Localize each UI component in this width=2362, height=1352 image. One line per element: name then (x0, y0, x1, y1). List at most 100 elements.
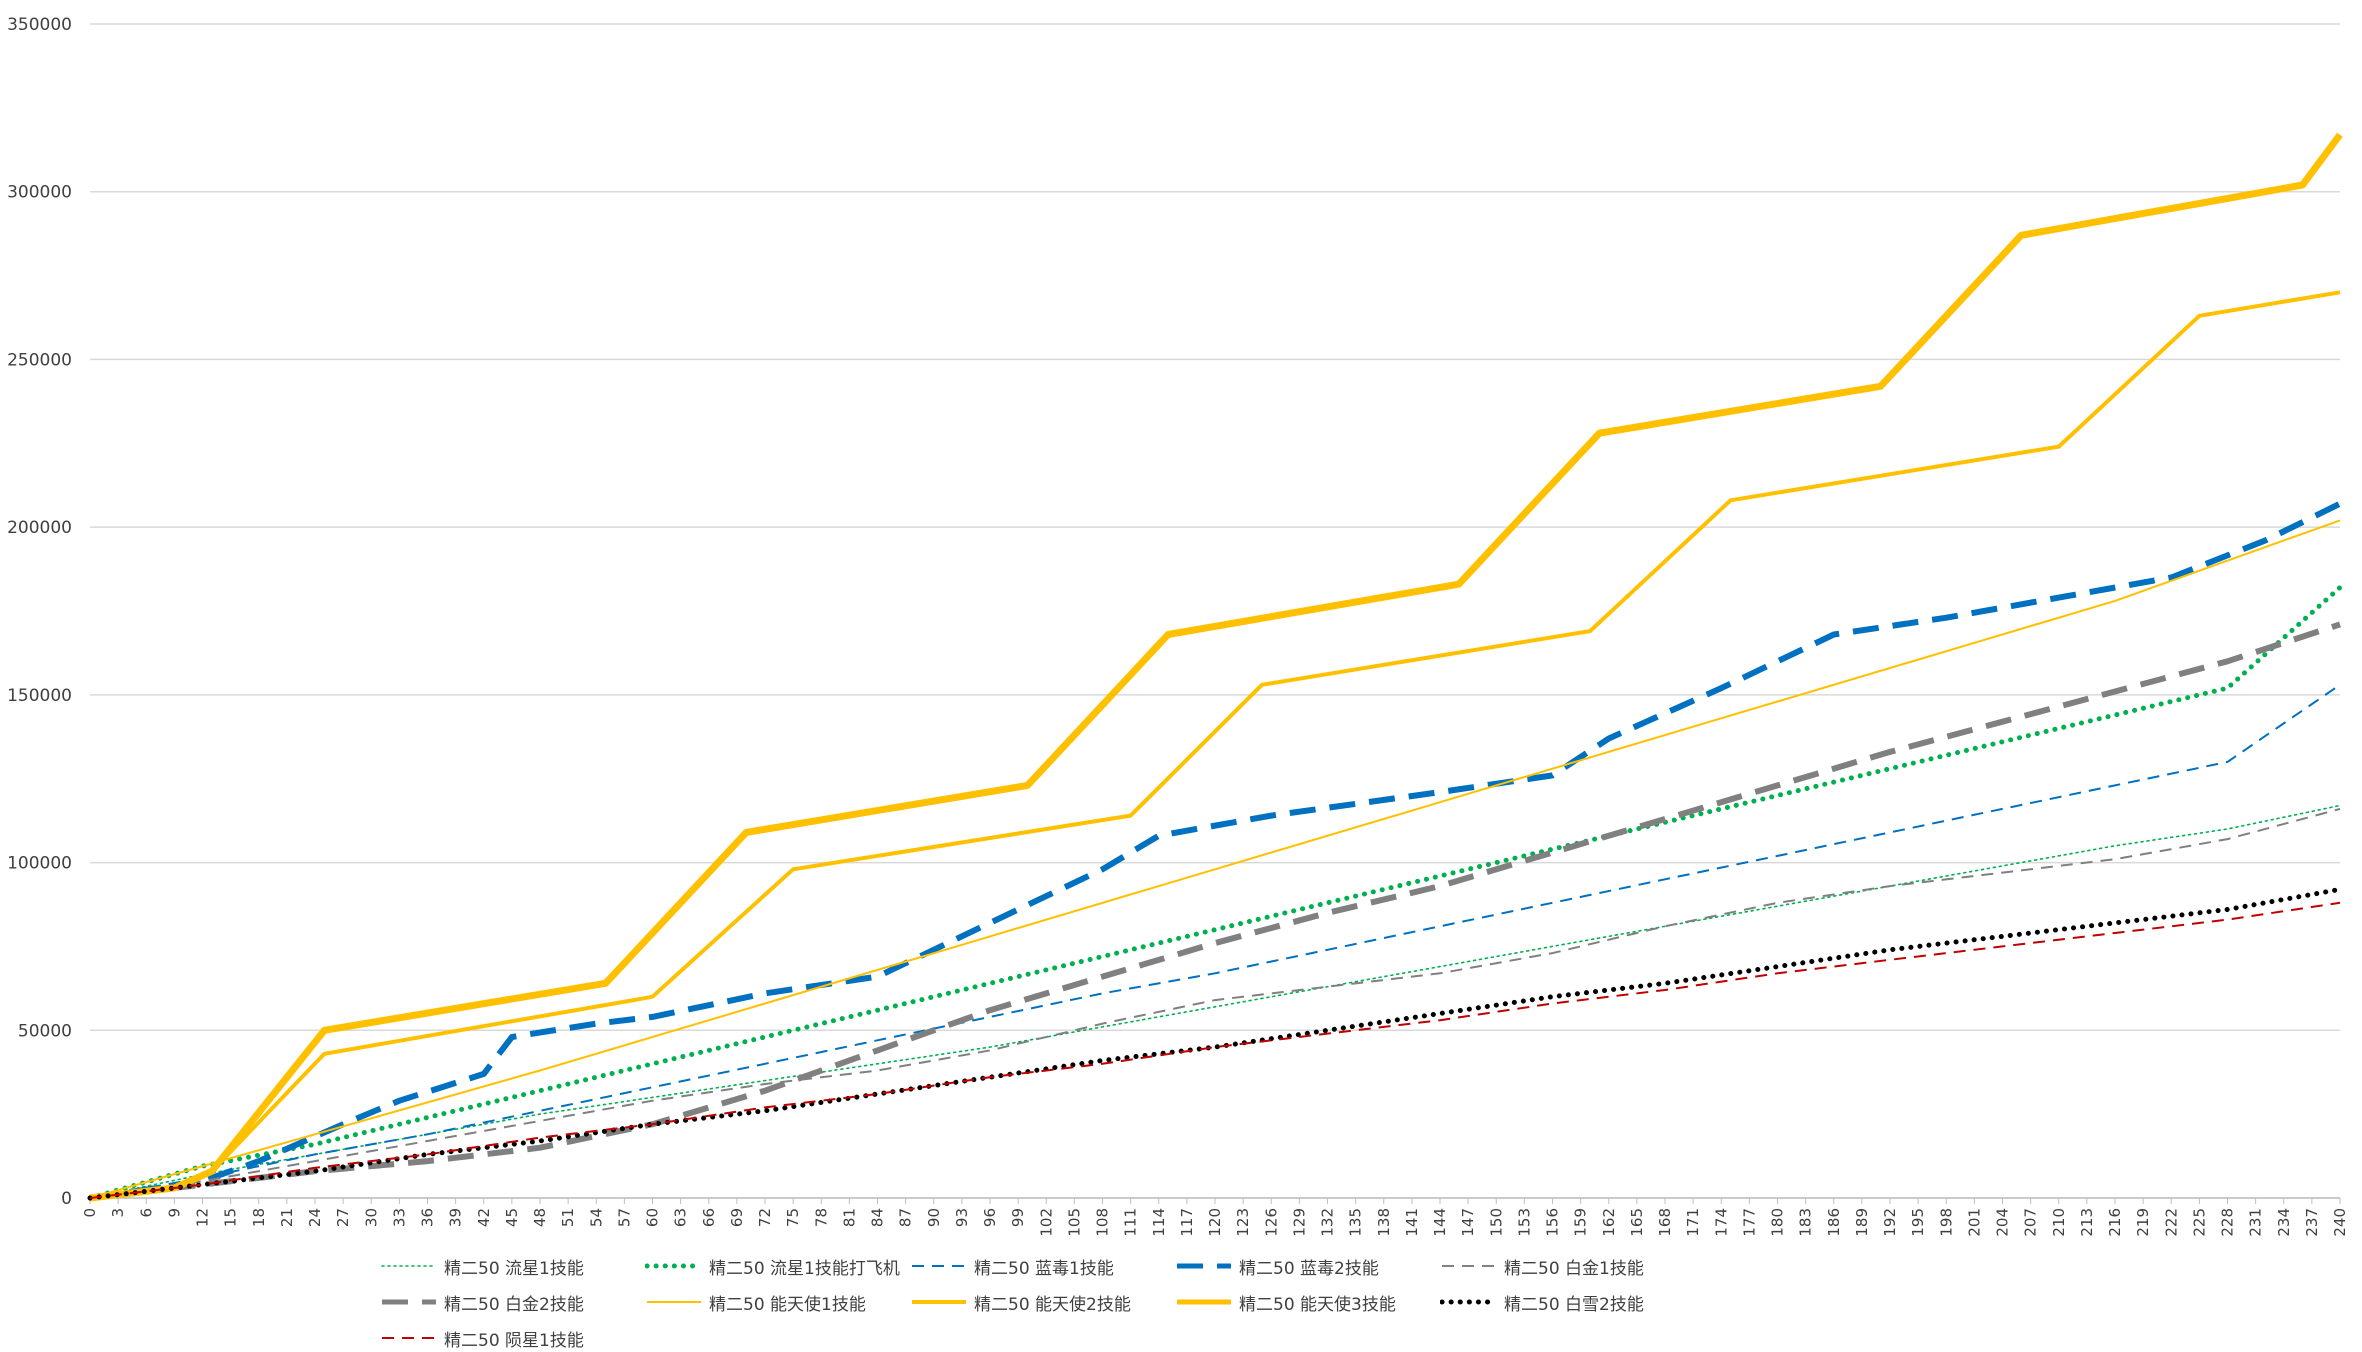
legend-swatch (1440, 1299, 1498, 1305)
series-line-9 (89, 132, 2343, 1202)
x-tick-label: 132 (1319, 1208, 1337, 1237)
legend-swatch (1177, 1263, 1231, 1269)
x-tick-label: 213 (2078, 1208, 2096, 1237)
x-tick-label: 165 (1628, 1208, 1646, 1237)
x-tick-label: 201 (1965, 1208, 1983, 1237)
legend-label: 精二50 白金2技能 (444, 1294, 584, 1315)
legend-item: 精二50 白金2技能 (380, 1288, 584, 1316)
x-tick-label: 21 (278, 1208, 296, 1227)
legend-item: 精二50 能天使2技能 (910, 1288, 1131, 1316)
x-tick-label: 225 (2190, 1208, 2208, 1237)
x-tick-label: 114 (1150, 1208, 1168, 1237)
x-tick-label: 75 (784, 1208, 802, 1227)
x-tick-label: 168 (1656, 1208, 1674, 1237)
x-tick-label: 123 (1234, 1208, 1252, 1237)
series-line-4 (89, 501, 2342, 1201)
x-tick-label: 234 (2275, 1208, 2293, 1237)
x-tick-label: 18 (250, 1208, 268, 1227)
x-tick-label: 102 (1037, 1208, 1055, 1237)
x-tick-label: 195 (1909, 1208, 1927, 1237)
x-tick-label: 6 (137, 1208, 155, 1218)
x-tick-label: 207 (2022, 1208, 2040, 1237)
y-tick-label: 300000 (7, 183, 72, 203)
y-tick-label: 200000 (7, 518, 72, 538)
legend-label: 精二50 能天使1技能 (709, 1294, 866, 1315)
legend-item: 精二50 流星1技能打飞机 (645, 1252, 900, 1280)
x-tick-label: 111 (1122, 1208, 1140, 1237)
legend-label: 精二50 白雪2技能 (1504, 1294, 1644, 1315)
x-tick-label: 90 (925, 1208, 943, 1227)
series-line-8 (89, 290, 2341, 1200)
legend-item: 精二50 流星1技能 (380, 1252, 584, 1280)
series-line-1 (89, 804, 2341, 1199)
x-tick-label: 93 (953, 1208, 971, 1227)
x-tick-label: 135 (1347, 1208, 1365, 1237)
x-tick-label: 156 (1544, 1208, 1562, 1237)
y-tick-label: 150000 (7, 686, 72, 706)
x-tick-label: 96 (981, 1208, 999, 1227)
x-tick-label: 108 (1094, 1208, 1112, 1237)
legend-swatch (647, 1301, 701, 1303)
series-line-2 (87, 585, 2343, 1201)
x-tick-label: 159 (1572, 1208, 1590, 1237)
legend-item: 精二50 蓝毒1技能 (910, 1252, 1114, 1280)
x-tick-label: 147 (1459, 1208, 1477, 1237)
legend-item: 精二50 蓝毒2技能 (1175, 1252, 1379, 1280)
legend-label: 精二50 能天使2技能 (974, 1294, 1131, 1315)
x-tick-label: 12 (194, 1208, 212, 1227)
legend-item: 精二50 陨星1技能 (380, 1324, 584, 1352)
x-tick-label: 27 (334, 1208, 352, 1227)
x-tick-label: 141 (1403, 1208, 1421, 1237)
x-tick-label: 69 (728, 1208, 746, 1227)
x-tick-label: 9 (165, 1208, 183, 1218)
x-tick-label: 240 (2331, 1208, 2349, 1237)
x-tick-label: 126 (1262, 1208, 1280, 1237)
x-tick-label: 210 (2050, 1208, 2068, 1237)
legend-swatch (912, 1300, 966, 1304)
x-tick-label: 171 (1684, 1208, 1702, 1237)
x-tick-label: 228 (2219, 1208, 2237, 1237)
x-tick-label: 42 (475, 1208, 493, 1227)
y-tick-label: 50000 (18, 1021, 72, 1041)
legend-swatch (912, 1265, 966, 1267)
legend-item: 精二50 白雪2技能 (1440, 1288, 1644, 1316)
x-tick-label: 36 (419, 1208, 437, 1227)
x-tick-label: 192 (1881, 1208, 1899, 1237)
x-tick-label: 3 (109, 1208, 127, 1218)
x-tick-label: 183 (1797, 1208, 1815, 1237)
legend-item: 精二50 能天使3技能 (1175, 1288, 1396, 1316)
x-tick-label: 120 (1206, 1208, 1224, 1237)
x-tick-label: 84 (869, 1208, 887, 1227)
legend-swatch (1177, 1299, 1231, 1305)
x-tick-label: 39 (447, 1208, 465, 1227)
legend-swatch (381, 1265, 437, 1267)
x-tick-label: 117 (1178, 1208, 1196, 1237)
x-tick-label: 105 (1065, 1208, 1083, 1237)
legend-swatch (382, 1299, 436, 1305)
x-tick-label: 186 (1825, 1208, 1843, 1237)
x-tick-label: 219 (2134, 1208, 2152, 1237)
legend-label: 精二50 流星1技能 (444, 1258, 584, 1279)
x-tick-label: 222 (2162, 1208, 2180, 1237)
series-line-5 (89, 807, 2341, 1199)
series-line-7 (89, 519, 2341, 1199)
x-tick-label: 48 (531, 1208, 549, 1227)
legend-label: 精二50 蓝毒2技能 (1239, 1258, 1379, 1279)
series-line-10 (87, 886, 2343, 1201)
x-tick-label: 66 (700, 1208, 718, 1227)
legend-swatch (1442, 1265, 1496, 1267)
x-tick-label: 150 (1487, 1208, 1505, 1237)
legend-label: 精二50 白金1技能 (1504, 1258, 1644, 1279)
x-tick-label: 0 (81, 1208, 99, 1218)
y-tick-label: 350000 (7, 15, 72, 35)
x-tick-label: 174 (1712, 1208, 1730, 1237)
y-tick-label: 0 (61, 1189, 72, 1209)
x-tick-label: 54 (587, 1208, 605, 1227)
series-line-3 (89, 683, 2341, 1199)
x-tick-label: 57 (615, 1208, 633, 1227)
x-tick-label: 78 (812, 1208, 830, 1227)
x-tick-label: 33 (390, 1208, 408, 1227)
x-tick-label: 45 (503, 1208, 521, 1227)
x-tick-label: 153 (1515, 1208, 1533, 1237)
